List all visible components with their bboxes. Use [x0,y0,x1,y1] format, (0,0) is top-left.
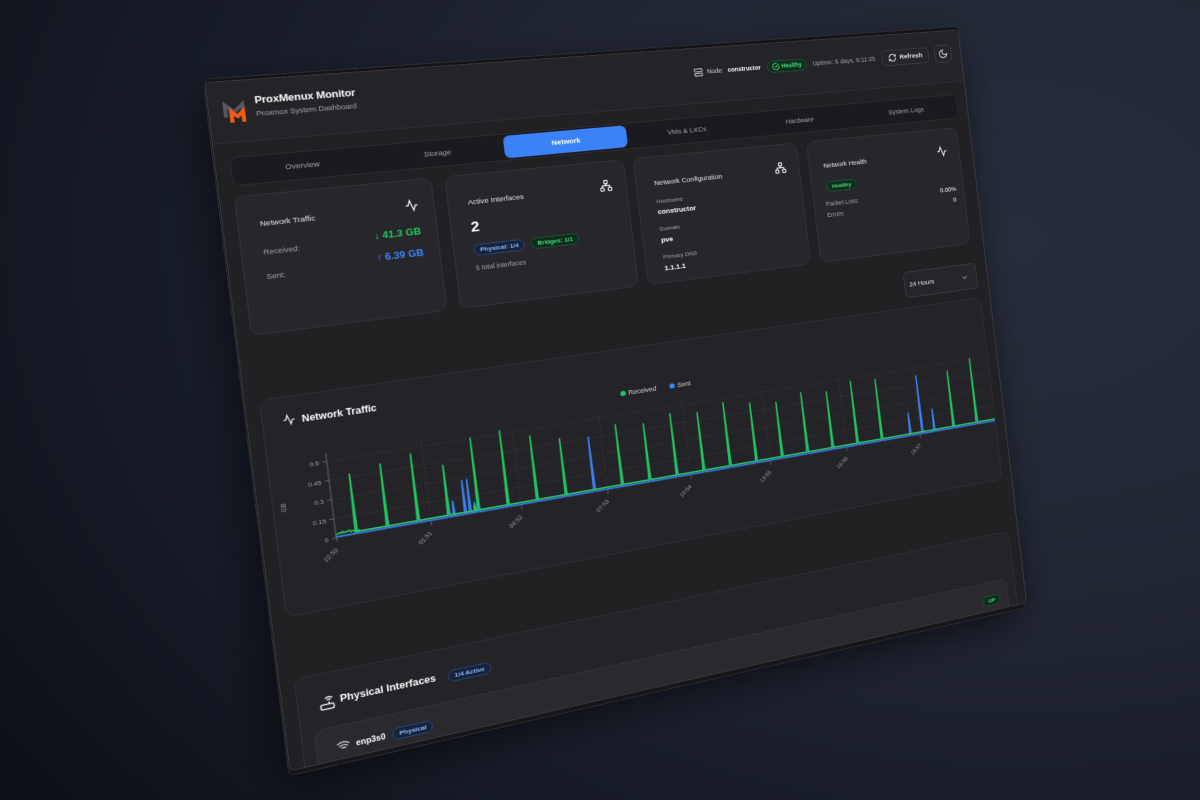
svg-text:04:52: 04:52 [509,514,525,529]
svg-text:0.15: 0.15 [313,519,327,528]
svg-text:0.3: 0.3 [314,499,324,507]
svg-text:22:50: 22:50 [323,547,340,563]
svg-text:Received: Received [628,385,657,397]
svg-text:Sent: Sent [677,379,692,389]
svg-text:16:56: 16:56 [836,456,849,470]
svg-text:0: 0 [324,538,329,545]
svg-text:07:53: 07:53 [596,499,611,514]
svg-text:0.45: 0.45 [308,480,322,488]
svg-text:0.6: 0.6 [309,461,319,469]
svg-text:10:54: 10:54 [679,484,693,499]
svg-text:01:51: 01:51 [418,531,434,547]
svg-text:19:57: 19:57 [910,443,923,457]
svg-text:13:55: 13:55 [759,470,773,484]
svg-text:GB: GB [280,502,288,512]
